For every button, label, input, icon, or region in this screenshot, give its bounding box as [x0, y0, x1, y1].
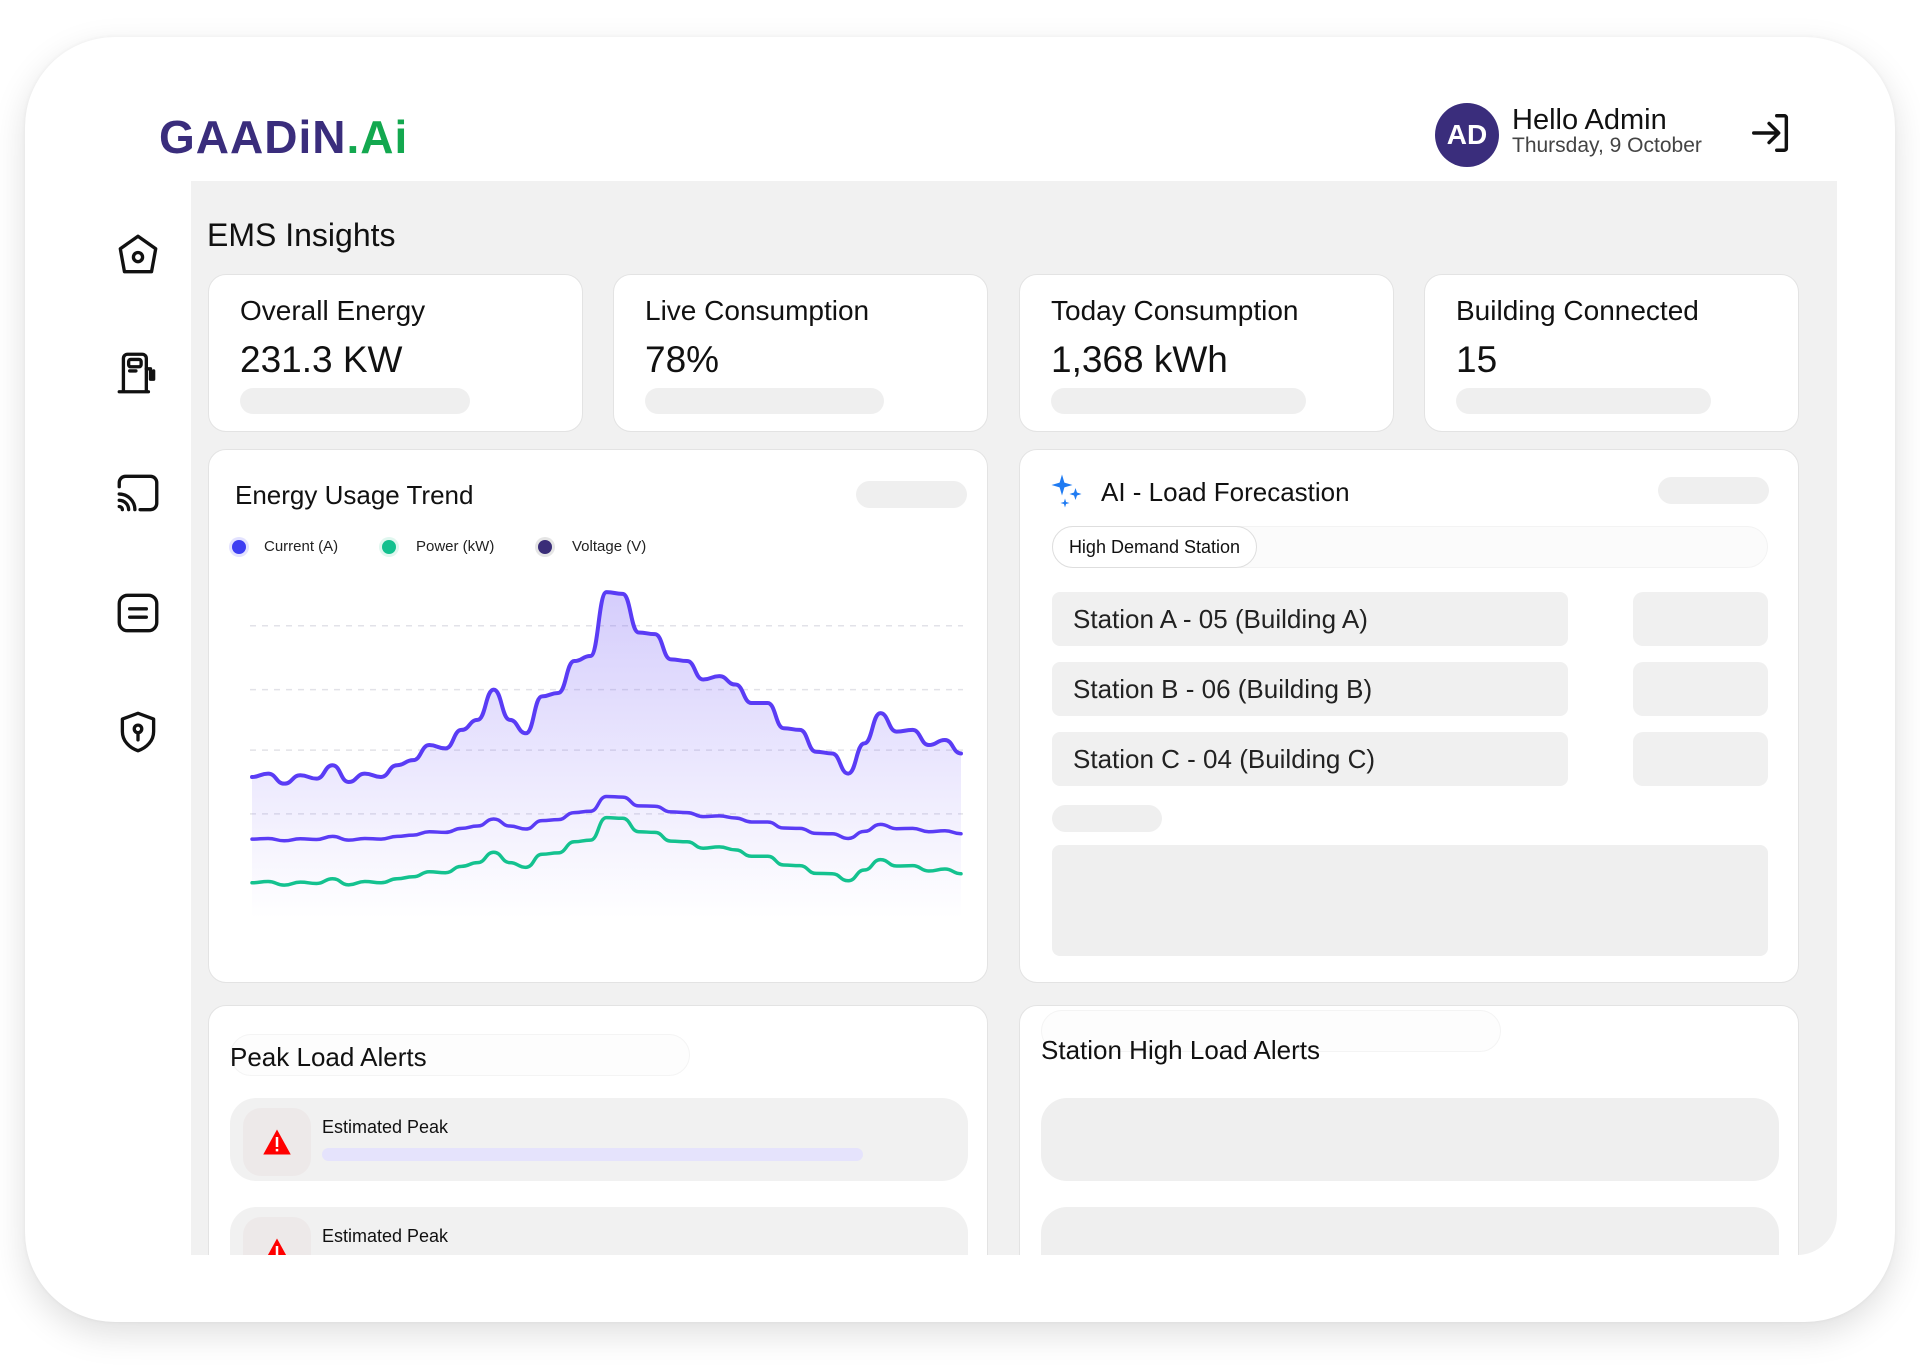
- alert-label: Estimated Peak: [322, 1226, 449, 1246]
- skeleton-bar: [645, 388, 884, 414]
- peak-load-alerts-card: Peak Load Alerts Estimated Peak Estimate…: [208, 1005, 988, 1255]
- sparkle-icon: [1051, 474, 1082, 508]
- stat-value: 78%: [645, 339, 720, 380]
- legend-voltage[interactable]: Voltage (V): [572, 538, 647, 555]
- load-forecast-card: AI - Load Forecastion High Demand Statio…: [1019, 449, 1799, 983]
- greeting: Hello Admin: [1512, 104, 1667, 136]
- main-content: EMS Insights Overall Energy 231.3 KW Liv…: [191, 181, 1837, 1255]
- station-value-placeholder: [1633, 732, 1768, 786]
- skeleton-bar: [240, 388, 470, 414]
- alert-label: Estimated Peak: [322, 1117, 449, 1137]
- logo-dot: .: [346, 111, 361, 163]
- menu-square-icon[interactable]: [113, 588, 163, 638]
- logout-icon[interactable]: [1748, 110, 1794, 156]
- energy-trend-chart: [250, 590, 963, 918]
- period-selector-placeholder[interactable]: [856, 481, 967, 508]
- stat-label: Live Consumption: [645, 295, 870, 326]
- alert-item[interactable]: Estimated Peak: [230, 1098, 968, 1181]
- skeleton-bar: [1456, 388, 1711, 414]
- series-line-power-kw-[interactable]: [250, 815, 963, 887]
- title-placeholder: [230, 1034, 690, 1076]
- station-value-placeholder: [1633, 662, 1768, 716]
- legend-current[interactable]: Current (A): [264, 538, 339, 555]
- stat-label: Overall Energy: [240, 295, 426, 326]
- stat-card-building-connected: Building Connected 15: [1424, 274, 1799, 432]
- logo[interactable]: GAADiN.Ai: [159, 110, 408, 164]
- high-demand-station-chip[interactable]: High Demand Station: [1052, 526, 1257, 568]
- stat-label: Today Consumption: [1051, 295, 1299, 326]
- logo-main: GAADiN: [159, 111, 347, 163]
- station-row[interactable]: Station A - 05 (Building A): [1052, 592, 1568, 646]
- stat-label: Building Connected: [1456, 295, 1699, 326]
- legend-dot-current: [232, 540, 246, 554]
- station-row[interactable]: Station B - 06 (Building B): [1052, 662, 1568, 716]
- skeleton-block: [1052, 845, 1768, 956]
- home-icon[interactable]: [113, 230, 163, 280]
- card-title: Peak Load Alerts: [230, 1042, 427, 1072]
- card-title: Station High Load Alerts: [1041, 1035, 1320, 1065]
- cast-icon[interactable]: [113, 468, 163, 518]
- options-placeholder[interactable]: [1658, 477, 1769, 504]
- warning-icon-box: [243, 1217, 311, 1255]
- stat-value: 1,368 kWh: [1051, 339, 1228, 380]
- energy-trend-card: Energy Usage Trend Current (A) Power (kW…: [208, 449, 988, 983]
- alert-progress-placeholder: [322, 1148, 863, 1161]
- alert-item[interactable]: Estimated Peak: [230, 1207, 968, 1255]
- station-value-placeholder: [1633, 592, 1768, 646]
- shield-location-icon[interactable]: [113, 707, 163, 757]
- stat-card-overall-energy: Overall Energy 231.3 KW: [208, 274, 583, 432]
- logo-ai: Ai: [360, 111, 409, 163]
- legend-dot-power: [382, 540, 396, 554]
- station-high-load-alerts-card: Station High Load Alerts: [1019, 1005, 1799, 1255]
- avatar[interactable]: AD: [1435, 103, 1499, 167]
- series-line-voltage-v-[interactable]: [250, 794, 963, 843]
- card-title: AI - Load Forecastion: [1101, 477, 1350, 507]
- skeleton-bar: [1051, 388, 1306, 414]
- warning-icon: [263, 1129, 291, 1155]
- stat-value: 231.3 KW: [240, 339, 403, 380]
- current-date: Thursday, 9 October: [1512, 134, 1702, 157]
- series-line-current-a-[interactable]: [250, 590, 963, 786]
- stat-card-live-consumption: Live Consumption 78%: [613, 274, 988, 432]
- stat-card-today-consumption: Today Consumption 1,368 kWh: [1019, 274, 1394, 432]
- alert-skeleton: [1041, 1098, 1779, 1181]
- stat-value: 15: [1456, 339, 1498, 380]
- skeleton-pill: [1052, 805, 1162, 832]
- station-row[interactable]: Station C - 04 (Building C): [1052, 732, 1568, 786]
- fuel-station-icon[interactable]: [113, 348, 163, 398]
- warning-icon-box: [243, 1108, 311, 1176]
- card-title: Energy Usage Trend: [235, 480, 474, 510]
- warning-icon: [267, 1238, 287, 1255]
- legend-dot-voltage: [538, 540, 552, 554]
- title-placeholder: [1041, 1010, 1501, 1052]
- alert-skeleton: [1041, 1207, 1779, 1255]
- legend-power[interactable]: Power (kW): [416, 538, 495, 555]
- page-title: EMS Insights: [207, 217, 396, 253]
- series-area-0: [252, 592, 961, 918]
